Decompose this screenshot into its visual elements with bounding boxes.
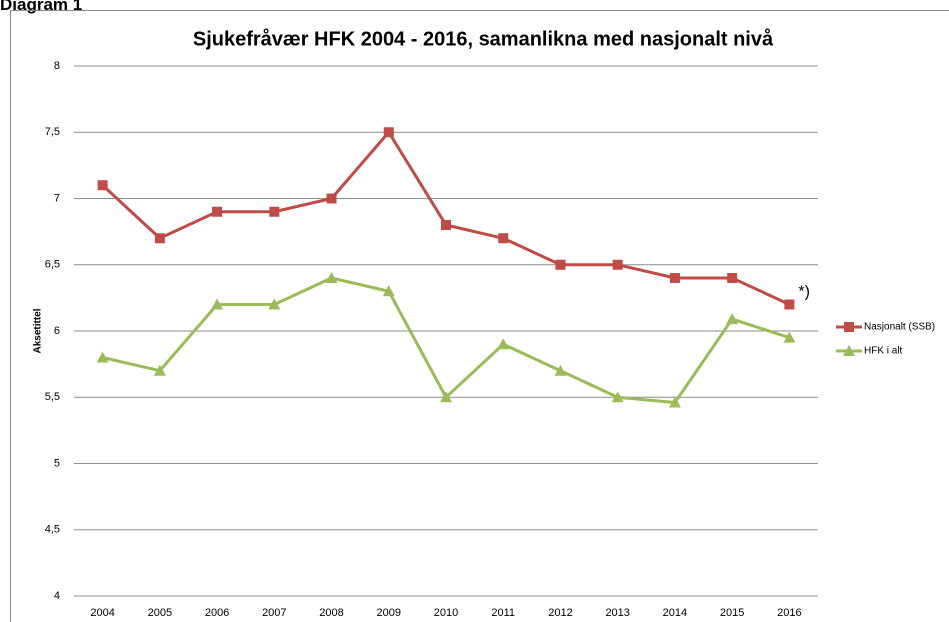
series-line (102, 276, 790, 405)
annotation: *) (798, 284, 810, 301)
x-tick-label: 2006 (205, 607, 229, 619)
marker (611, 391, 624, 403)
marker (668, 396, 681, 408)
y-tick-label: 6,5 (45, 259, 60, 271)
y-tick-label: 4 (54, 590, 60, 602)
y-tick-label: 4,5 (45, 524, 60, 536)
legend-label: Nasjonalt (SSB) (864, 322, 935, 333)
marker (383, 127, 394, 138)
marker (382, 285, 395, 297)
marker (727, 273, 738, 283)
marker (97, 180, 108, 191)
y-axis-title: Aksetittel (33, 308, 44, 353)
x-tick-label: 2012 (548, 607, 572, 619)
marker (784, 299, 795, 310)
marker (497, 338, 510, 350)
y-tick-label: 8 (54, 60, 60, 72)
marker (96, 351, 109, 363)
series-line (101, 129, 791, 306)
marker (726, 313, 739, 325)
marker (843, 345, 855, 356)
x-tick-label: 2009 (377, 607, 401, 619)
x-tick-label: 2007 (262, 607, 286, 619)
marker (153, 364, 166, 376)
marker (669, 273, 680, 283)
marker (269, 206, 280, 217)
marker (783, 331, 796, 343)
chart-title: Sjukefråvær HFK 2004 - 2016, samanlikna … (193, 27, 774, 50)
x-tick-label: 2005 (148, 607, 172, 619)
marker (554, 364, 567, 376)
y-tick-label: 7 (54, 192, 60, 204)
legend-label: HFK i alt (864, 346, 903, 357)
y-tick-label: 7,5 (45, 126, 60, 138)
marker (555, 259, 566, 270)
x-tick-label: 2011 (491, 607, 515, 619)
marker (441, 220, 451, 230)
marker (154, 233, 165, 244)
x-tick-label: 2015 (720, 607, 744, 619)
x-tick-label: 2008 (319, 607, 343, 619)
x-tick-label: 2010 (434, 607, 458, 619)
marker (440, 391, 452, 403)
x-tick-label: 2014 (663, 607, 687, 619)
marker (612, 259, 623, 270)
marker (498, 233, 509, 244)
x-tick-label: 2013 (605, 607, 629, 619)
y-tick-label: 5 (54, 457, 60, 469)
y-tick-label: 5,5 (45, 391, 60, 403)
marker (268, 298, 281, 310)
marker (325, 272, 338, 283)
marker (844, 322, 854, 332)
chart-border (10, 10, 949, 622)
y-tick-label: 6 (54, 325, 60, 337)
x-tick-label: 2004 (90, 607, 114, 619)
x-tick-label: 2016 (777, 607, 801, 619)
marker (211, 298, 224, 310)
marker (212, 206, 223, 217)
marker (326, 193, 337, 204)
